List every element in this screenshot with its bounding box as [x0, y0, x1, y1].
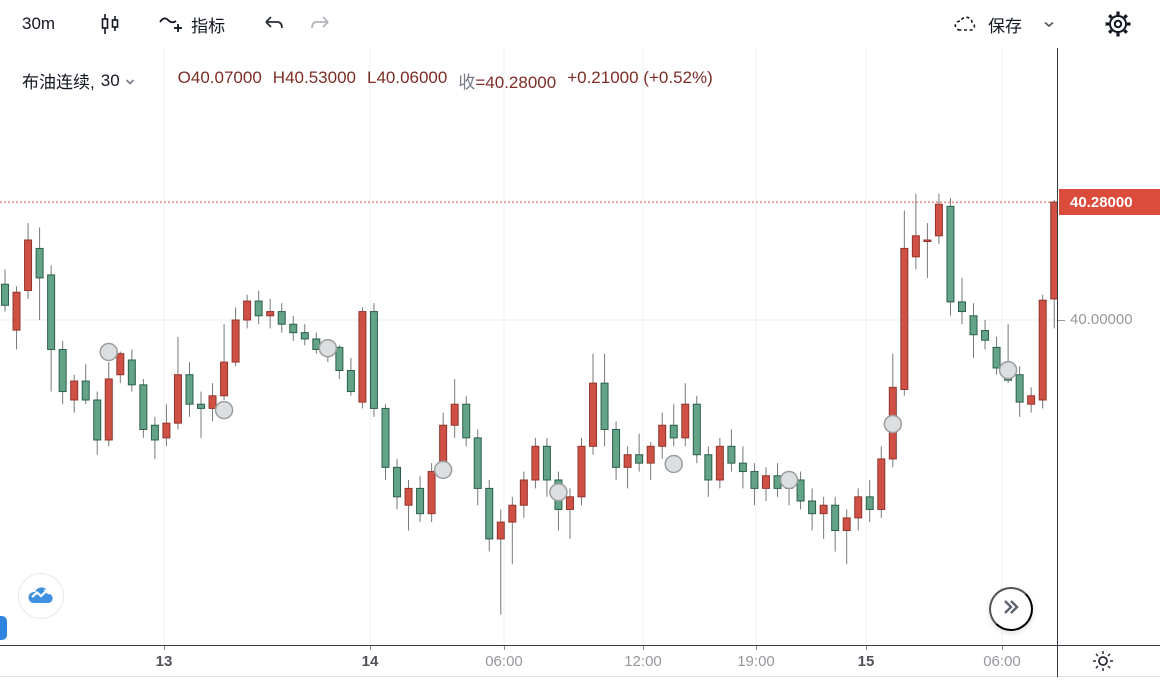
time-axis-settings-button[interactable]: [1086, 649, 1120, 675]
symbol-button[interactable]: 布油连续, 30: [22, 68, 136, 93]
indicators-button[interactable]: 指标: [147, 7, 235, 41]
symbol-chevron-down-icon: [124, 71, 136, 91]
indicators-label: 指标: [191, 16, 226, 36]
tradingview-logo-button[interactable]: [18, 573, 64, 619]
chart-style-button[interactable]: [87, 7, 133, 41]
time-tick-mark: [164, 646, 165, 650]
indicator-wave-icon: [157, 11, 185, 37]
change-value: +0.21000 (+0.52%): [567, 68, 713, 87]
sun-icon: [1091, 649, 1115, 676]
time-scale[interactable]: 13 14 06:00 12:00 19:00 15 06:00: [0, 645, 1160, 677]
time-tick-label: 06:00: [983, 653, 1021, 670]
settings-button[interactable]: [1094, 6, 1142, 42]
notification-sliver: [0, 616, 7, 640]
symbol-name: 布油连续,: [22, 73, 95, 92]
high-value: H40.53000: [272, 68, 356, 87]
open-value: O40.07000: [177, 68, 262, 87]
time-tick-label: 12:00: [624, 653, 662, 670]
price-tick-mark: [1058, 320, 1065, 321]
top-toolbar: 30m 指标: [0, 0, 1160, 48]
candlestick-style-icon: [97, 11, 123, 37]
save-label: 保存: [988, 16, 1022, 36]
time-tick-mark: [643, 646, 644, 650]
redo-button[interactable]: [297, 9, 343, 39]
cloud-save-icon: [952, 12, 982, 36]
redo-icon: [307, 13, 333, 35]
save-button[interactable]: 保存: [942, 8, 1032, 41]
time-tick-mark: [866, 646, 867, 650]
time-tick-label: 14: [361, 653, 379, 670]
chart-pane[interactable]: 布油连续, 30 O40.07000 H40.53000 L40.06000 收…: [0, 48, 1057, 645]
interval-button[interactable]: 30m: [10, 10, 67, 38]
time-tick-mark: [756, 646, 757, 650]
time-tick-label: 19:00: [737, 653, 775, 670]
toolbar-right-group: 保存: [942, 6, 1150, 42]
gear-icon: [1104, 10, 1132, 38]
candlestick-chart[interactable]: [0, 48, 1057, 645]
close-label: 收: [458, 73, 476, 92]
save-menu-button[interactable]: [1032, 15, 1066, 33]
time-tick-label: 15: [857, 653, 875, 670]
undo-icon: [261, 13, 287, 35]
legend-interval: 30: [100, 70, 120, 90]
price-tick-label: 40.00000: [1070, 311, 1133, 328]
double-chevron-right-icon: [1000, 596, 1022, 622]
axis-corner-separator: [1057, 646, 1058, 677]
time-tick-label: 13: [155, 653, 173, 670]
time-tick-mark: [1002, 646, 1003, 650]
time-tick-label: 06:00: [485, 653, 523, 670]
time-tick-mark: [504, 646, 505, 650]
cloud-chart-logo-icon: [27, 584, 55, 609]
last-price-label: 40.28000: [1070, 193, 1133, 211]
price-scale[interactable]: 40.28000 40.00000: [1057, 48, 1160, 677]
toolbar-left-group: 30m 指标: [10, 7, 343, 41]
close-value: 收=40.28000: [458, 73, 557, 92]
last-price-tag: 40.28000: [1059, 189, 1160, 216]
chart-legend: 布油连续, 30 O40.07000 H40.53000 L40.06000 收…: [22, 68, 713, 93]
scroll-right-button[interactable]: [989, 587, 1033, 631]
low-value: L40.06000: [366, 68, 448, 87]
time-tick-mark: [370, 646, 371, 650]
undo-button[interactable]: [251, 9, 297, 39]
ohlc-values: O40.07000 H40.53000 L40.06000 收=40.28000…: [178, 68, 713, 93]
chevron-down-icon: [1042, 19, 1056, 29]
